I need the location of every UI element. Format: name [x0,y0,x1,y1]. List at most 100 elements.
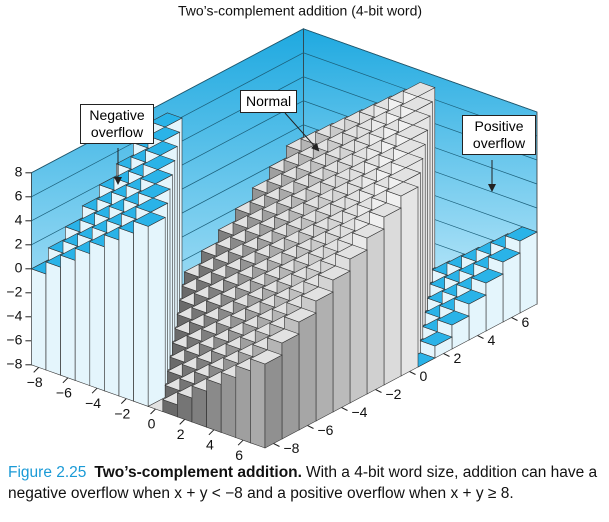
caption-text: With a 4-bit word size, addition can hav… [8,464,598,502]
bar-top [402,82,436,97]
bar-front [400,186,419,377]
x-tick-label: 6 [235,447,243,460]
bar-side [104,234,120,397]
bar-top [453,289,487,305]
bar-top [334,244,368,260]
x-tick-label: 4 [206,437,214,453]
z-tick-label: 4 [15,212,23,228]
bar [132,211,166,407]
bar-front [485,273,504,332]
bar-top [436,310,470,326]
x-tick-label: −6 [56,385,72,401]
bar-side [191,385,207,428]
y-tick-label: 0 [420,368,428,384]
bar-top [135,197,169,213]
x-tick-label: 0 [148,416,156,432]
annotation: Negative overflow [80,104,154,144]
z-tick-label: 6 [15,188,23,204]
bar-top [419,331,453,347]
bar-side [118,227,134,402]
z-tick-label: −6 [6,332,22,348]
bar-top [142,155,176,170]
bar-front [502,252,521,323]
bar-top [137,183,171,199]
bar-top [390,153,424,168]
bar-top [144,140,178,156]
x-tick-label: −4 [85,395,101,411]
bar-top [300,286,334,302]
bar-top [249,349,283,365]
bar-top [368,202,402,218]
bar-side [235,365,251,444]
bar-top [283,307,317,323]
bar-top [266,328,300,344]
x-tick-label: −8 [27,374,43,390]
bar-front [366,228,385,395]
y-tick-label: −4 [352,404,368,420]
z-tick-label: 0 [15,260,23,276]
y-tick-label: 4 [488,332,496,348]
chart-title: Two’s-complement addition (4-bit word) [178,3,422,19]
bar-front [298,312,317,431]
bar-top [149,112,183,128]
caption: Figure 2.25 Two’s-complement addition. Wit… [8,462,603,504]
caption-label: Figure 2.25 [8,464,87,481]
bar-front [315,291,334,422]
bar [419,331,453,359]
bar-top [392,138,426,154]
bar-side [250,358,266,449]
bar-top [132,211,166,227]
bar-top [400,96,434,112]
y-tick-label: 6 [522,314,530,330]
z-tick-label: −2 [6,284,22,300]
bar-side [89,241,105,392]
y-tick-label: −2 [386,386,402,402]
tick [208,429,215,436]
tick [179,419,186,425]
bar-front [264,354,283,449]
tick [341,407,348,411]
bar-top [470,268,504,284]
chart: −8 −6 −4 −2 0 2 4 6 8 Two’s-complement addition … [6,3,538,463]
tick [150,408,156,415]
tick [443,353,450,357]
z-tick-label: −4 [6,308,22,324]
annotation: Normal [240,90,298,113]
tick [375,389,382,393]
x-tick-label: 2 [177,426,185,442]
bar-side [133,220,149,407]
x-tick-label: −2 [114,405,130,421]
bar-top [395,124,429,140]
bar-top [317,265,351,281]
tick [511,317,518,321]
bar-side [206,378,222,433]
y-tick-label: −6 [318,422,334,438]
tick [307,425,314,429]
arrow [284,112,320,152]
z-tick-label: 2 [15,236,23,252]
tick [120,398,127,404]
tick [477,335,484,339]
bar-top [388,167,422,183]
bar-top [351,223,385,239]
bar-front [332,270,351,413]
bar-top [504,226,538,242]
tick [409,371,416,375]
bar-front [519,231,538,314]
bar-front [383,207,402,386]
bar-top [487,247,521,263]
tick [62,377,69,384]
bar-side [60,254,76,381]
bar-side [31,268,47,371]
tick [91,387,98,394]
bar-top [397,110,431,126]
z-tick-label: −8 [6,356,22,372]
bar-side [220,371,237,439]
bar [249,349,283,449]
y-tick-label: 2 [454,350,462,366]
tick [33,367,40,373]
bar-top [140,169,174,185]
bar-top [385,181,419,197]
bar-side [74,247,91,387]
